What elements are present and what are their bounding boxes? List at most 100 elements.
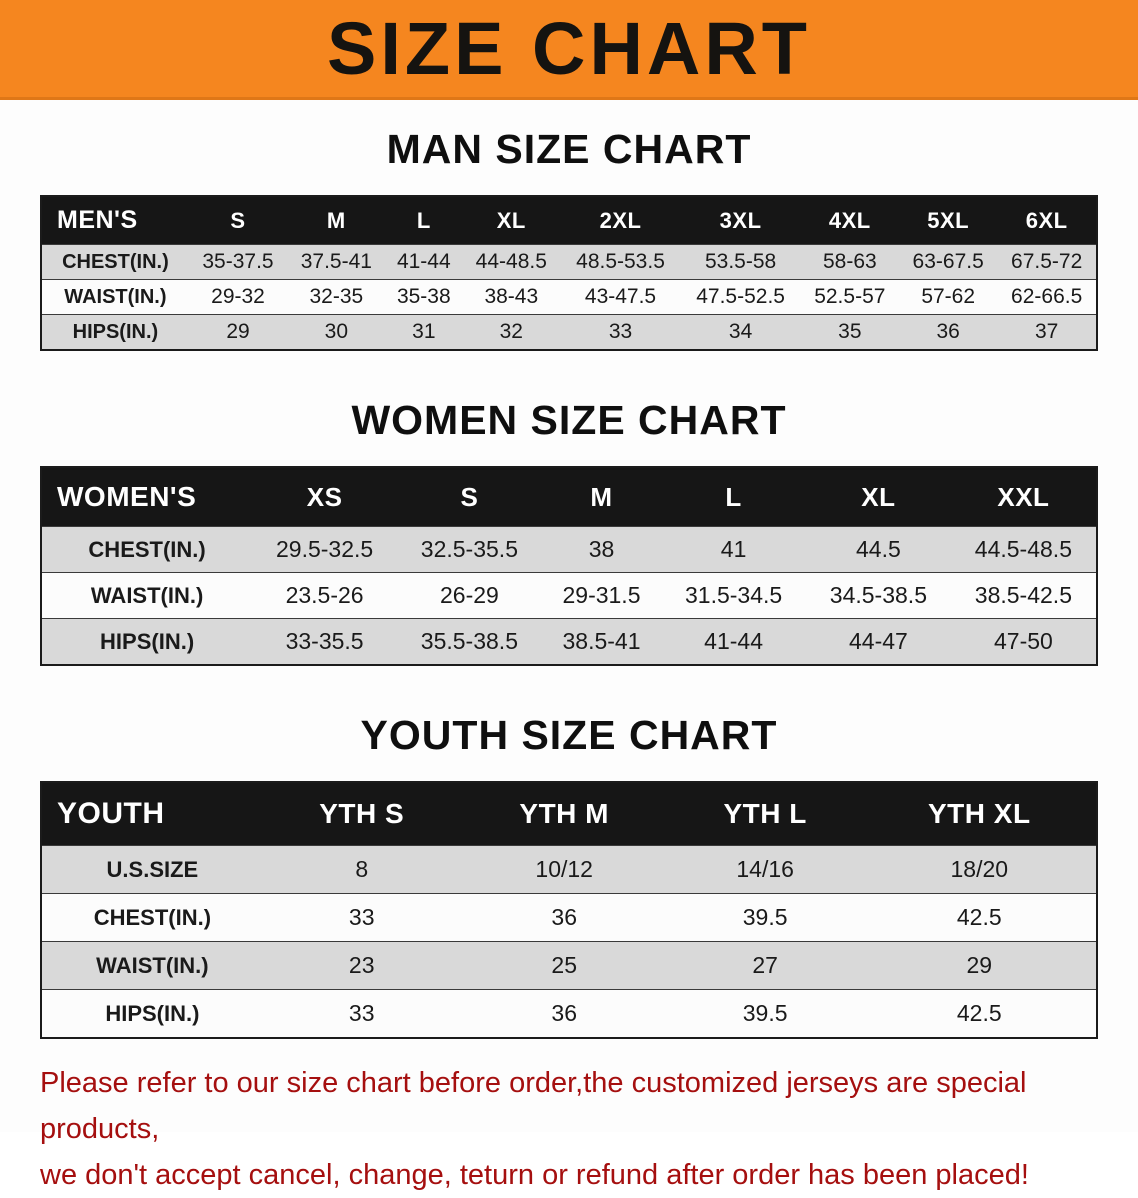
men-table-wrap: MEN'S S M L XL 2XL 3XL 4XL 5XL 6XL CHEST: [40, 195, 1098, 351]
table-row: U.S.SIZE 8 10/12 14/16 18/20: [41, 845, 1097, 894]
value-cell: 39.5: [742, 904, 788, 930]
size-column-header: XXL: [950, 467, 1097, 527]
value-cell: 35-37.5: [202, 250, 274, 273]
value-cell: 27: [752, 952, 778, 978]
value-cell: 10/12: [535, 856, 593, 882]
table-row: WAIST(IN.) 23.5-26 26-29 29-31.5 31.5-34…: [41, 572, 1097, 619]
value-cell: 14/16: [736, 856, 794, 882]
size-column-header: M: [287, 196, 386, 245]
value-cell: 44.5-48.5: [974, 536, 1072, 562]
size-column-header: YTH XL: [862, 782, 1097, 846]
value-cell: 31: [412, 320, 436, 343]
value-cell: 43-47.5: [584, 285, 657, 308]
size-column-header: S: [188, 196, 288, 245]
value-cell: 26-29: [439, 582, 499, 608]
men-size-table: MEN'S S M L XL 2XL 3XL 4XL 5XL 6XL CHEST: [40, 195, 1098, 351]
size-column-header: M: [541, 467, 662, 527]
value-cell: 44-47: [848, 628, 908, 654]
value-cell: 47.5-52.5: [696, 285, 785, 308]
value-cell: 38-43: [484, 285, 539, 308]
value-cell: 52.5-57: [814, 285, 886, 308]
table-row: WAIST(IN.) 29-32 32-35 35-38 38-43 43-47…: [41, 279, 1097, 315]
value-cell: 44.5: [856, 536, 901, 562]
value-cell: 29: [226, 320, 250, 343]
page-title: SIZE CHART: [327, 6, 811, 90]
men-table-corner-label: MEN'S: [41, 196, 189, 245]
men-section-heading: MAN SIZE CHART: [386, 126, 752, 172]
value-cell: 29-32: [211, 285, 265, 308]
size-column-header: 4XL: [800, 196, 899, 245]
value-cell: 41-44: [396, 250, 451, 273]
value-cell: 34: [728, 320, 753, 343]
value-cell: 35.5-38.5: [420, 628, 518, 654]
value-cell: 39.5: [742, 1000, 788, 1026]
value-cell: 36: [936, 320, 960, 343]
value-cell: 42.5: [956, 1000, 1002, 1026]
table-row: HIPS(IN.) 33 36 39.5 42.5: [41, 989, 1097, 1038]
row-label-cell: U.S.SIZE: [106, 856, 199, 882]
table-row: CHEST(IN.) 29.5-32.5 32.5-35.5 38 41 44.…: [41, 526, 1097, 573]
youth-table-wrap: YOUTH YTH S YTH M YTH L YTH XL U.S.SIZE …: [40, 781, 1098, 1039]
disclaimer: Please refer to our size chart before or…: [40, 1061, 1098, 1198]
value-cell: 18/20: [950, 856, 1009, 882]
row-label-cell: HIPS(IN.): [100, 628, 195, 654]
value-cell: 33-35.5: [285, 628, 364, 654]
youth-header-row: YOUTH YTH S YTH M YTH L YTH XL: [41, 782, 1097, 846]
value-cell: 23.5-26: [285, 582, 364, 608]
value-cell: 23: [348, 952, 375, 978]
table-row: HIPS(IN.) 33-35.5 35.5-38.5 38.5-41 41-4…: [41, 618, 1097, 665]
value-cell: 29.5-32.5: [275, 536, 374, 562]
size-column-header: 5XL: [899, 196, 998, 245]
value-cell: 41: [720, 536, 747, 562]
value-cell: 29-31.5: [562, 582, 641, 608]
table-row: CHEST(IN.) 35-37.5 37.5-41 41-44 44-48.5…: [41, 244, 1097, 280]
women-size-table: WOMEN'S XS S M L XL XXL CHEST(IN.) 29.5-…: [40, 466, 1098, 666]
youth-section: YOUTH SIZE CHART YOUTH YTH S YTH M YTH L…: [0, 712, 1138, 1039]
table-row: HIPS(IN.) 29 30 31 32 33 34 35 36 37: [41, 314, 1097, 350]
value-cell: 8: [355, 856, 369, 882]
value-cell: 25: [551, 952, 577, 978]
size-column-header: 6XL: [997, 196, 1097, 245]
value-cell: 35: [838, 320, 862, 343]
value-cell: 38: [588, 536, 615, 562]
value-cell: 58-63: [822, 250, 877, 273]
value-cell: 35-38: [396, 285, 451, 308]
value-cell: 30: [324, 320, 349, 343]
value-cell: 29: [966, 952, 993, 978]
size-column-header: XL: [806, 467, 951, 527]
value-cell: 32: [499, 320, 523, 343]
row-label-cell: CHEST(IN.): [62, 250, 169, 273]
value-cell: 53.5-58: [704, 250, 777, 273]
men-section: MAN SIZE CHART MEN'S S M L XL 2XL 3XL 4X…: [0, 126, 1138, 351]
value-cell: 36: [551, 904, 577, 930]
size-column-header: YTH M: [460, 782, 668, 846]
value-cell: 36: [551, 1000, 577, 1026]
men-header-row: MEN'S S M L XL 2XL 3XL 4XL 5XL 6XL: [41, 196, 1097, 245]
value-cell: 63-67.5: [912, 250, 984, 273]
value-cell: 67.5-72: [1011, 250, 1083, 273]
value-cell: 57-62: [921, 285, 976, 308]
value-cell: 41-44: [704, 628, 763, 654]
size-column-header: XS: [252, 467, 397, 527]
value-cell: 62-66.5: [1011, 285, 1083, 308]
women-section: WOMEN SIZE CHART WOMEN'S XS S M L XL XXL: [0, 397, 1138, 666]
value-cell: 34.5-38.5: [829, 582, 927, 608]
size-column-header: 2XL: [560, 196, 681, 245]
women-table-wrap: WOMEN'S XS S M L XL XXL CHEST(IN.) 29.5-…: [40, 466, 1098, 666]
value-cell: 48.5-53.5: [576, 250, 665, 273]
row-label-cell: CHEST(IN.): [93, 904, 212, 930]
row-label-cell: WAIST(IN.): [96, 952, 209, 978]
size-column-header: YTH S: [262, 782, 461, 846]
size-column-header: YTH L: [667, 782, 863, 846]
value-cell: 33: [348, 904, 375, 930]
youth-section-heading: YOUTH SIZE CHART: [360, 712, 778, 758]
value-cell: 37.5-41: [300, 250, 372, 273]
youth-table-corner-label: YOUTH: [41, 782, 263, 846]
women-table-corner-label: WOMEN'S: [41, 467, 253, 527]
value-cell: 37: [1034, 320, 1059, 343]
value-cell: 38.5-41: [562, 628, 641, 654]
value-cell: 32.5-35.5: [420, 536, 518, 562]
row-label-cell: WAIST(IN.): [90, 582, 204, 608]
value-cell: 31.5-34.5: [684, 582, 783, 608]
